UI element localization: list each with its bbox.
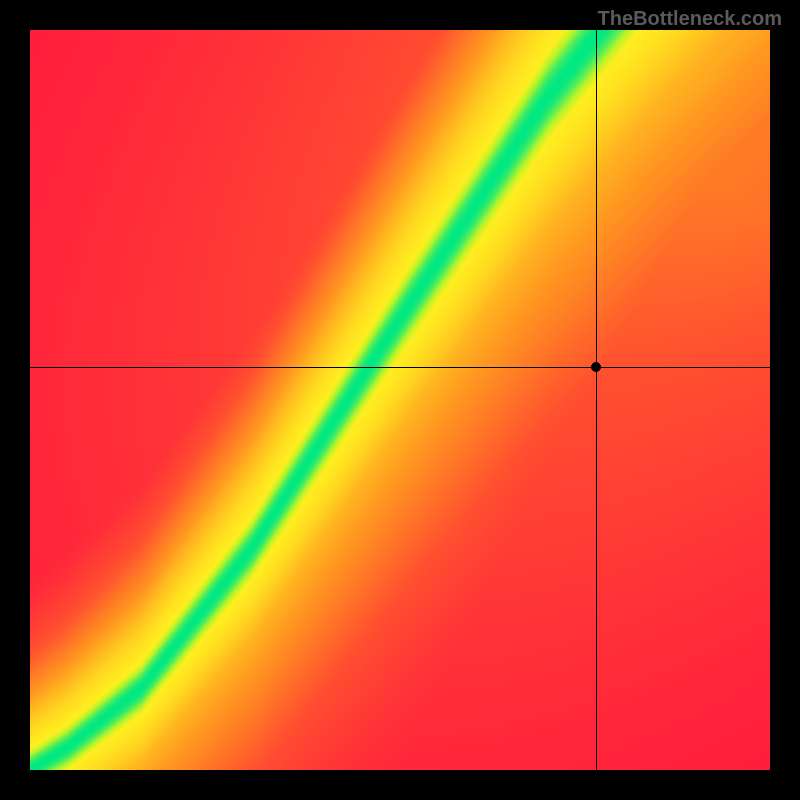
heatmap-canvas xyxy=(30,30,770,770)
crosshair-marker[interactable] xyxy=(591,362,601,372)
heatmap-plot xyxy=(30,30,770,770)
watermark-text: TheBottleneck.com xyxy=(598,8,782,31)
crosshair-vertical xyxy=(596,30,597,770)
crosshair-horizontal xyxy=(30,367,770,368)
